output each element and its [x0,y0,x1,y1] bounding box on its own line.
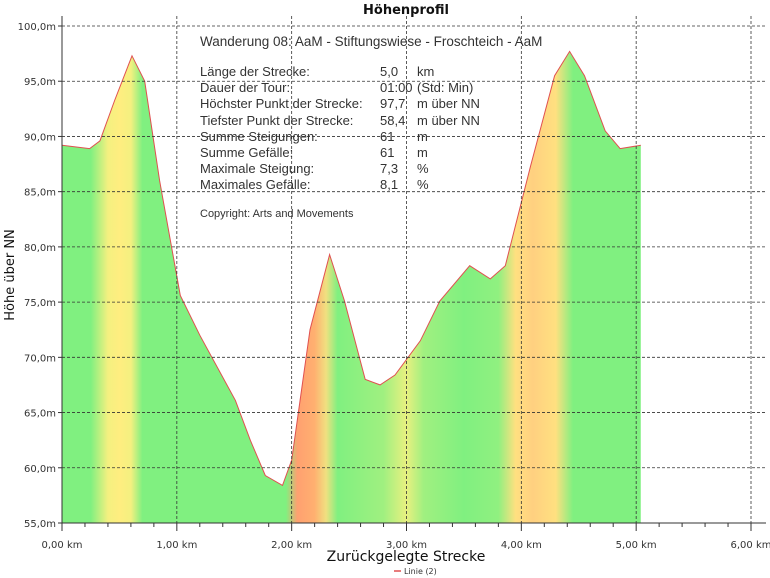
info-value: 01:00 [380,80,413,96]
y-tick-label: 75,0m [24,298,56,309]
info-value: 7,3 [380,161,399,177]
info-value: 58,4 [380,112,406,128]
y-tick-label: 90,0m [24,132,56,143]
info-value: 61 [380,128,395,144]
info-label: Dauer der Tour: [200,80,291,96]
info-label: Maximales Gefälle: [200,177,311,193]
y-tick-label: 55,0m [24,519,56,530]
info-unit: km [417,64,435,79]
info-unit: % [417,177,429,193]
x-tick-label: 0,00 km [42,540,83,551]
x-tick-label: 5,00 km [616,540,657,551]
x-tick-label: 3,00 km [386,540,427,551]
info-unit: m [417,128,428,144]
info-unit: m [417,145,428,160]
x-tick-label: 4,00 km [501,540,542,551]
info-label: Summe Steigungen: [200,128,318,144]
info-label: Tiefster Punkt der Strecke: [200,112,354,128]
x-axis-label: Zurückgelegte Strecke [327,549,486,565]
y-tick-label: 70,0m [24,353,56,364]
legend-label: Linie (2) [404,567,437,576]
info-value: 5,0 [380,64,399,79]
y-tick-label: 85,0m [24,188,56,199]
y-axis-label: Höhe über NN [3,229,18,321]
info-label: Maximale Steigung: [200,161,315,177]
y-tick-label: 95,0m [24,77,56,88]
x-tick-label: 2,00 km [271,540,312,551]
info-value: 61 [380,145,395,160]
info-unit: m über NN [417,96,480,112]
info-label: Summe Gefälle: [200,145,294,160]
info-unit: m über NN [417,112,480,128]
y-tick-label: 60,0m [24,464,56,475]
x-tick-label: 1,00 km [156,540,197,551]
chart-title: Höhenprofil [363,3,449,18]
info-value: 8,1 [380,177,399,193]
info-value: 97,7 [380,96,406,112]
elevation-line [61,50,641,487]
y-tick-label: 80,0m [24,243,56,254]
copyright: Copyright: Arts and Movements [200,208,354,220]
tour-heading: Wanderung 08: AaM - Stiftungswiese - Fro… [200,34,543,49]
elevation-area [62,51,641,524]
info-unit: % [417,161,429,177]
info-unit: (Std: Min) [417,80,474,96]
info-label: Höchster Punkt der Strecke: [200,96,363,112]
x-tick-label: 6,00 km [731,540,770,551]
y-tick-label: 100,0m [18,22,56,33]
info-label: Länge der Strecke: [200,64,310,79]
y-tick-label: 65,0m [24,409,56,420]
